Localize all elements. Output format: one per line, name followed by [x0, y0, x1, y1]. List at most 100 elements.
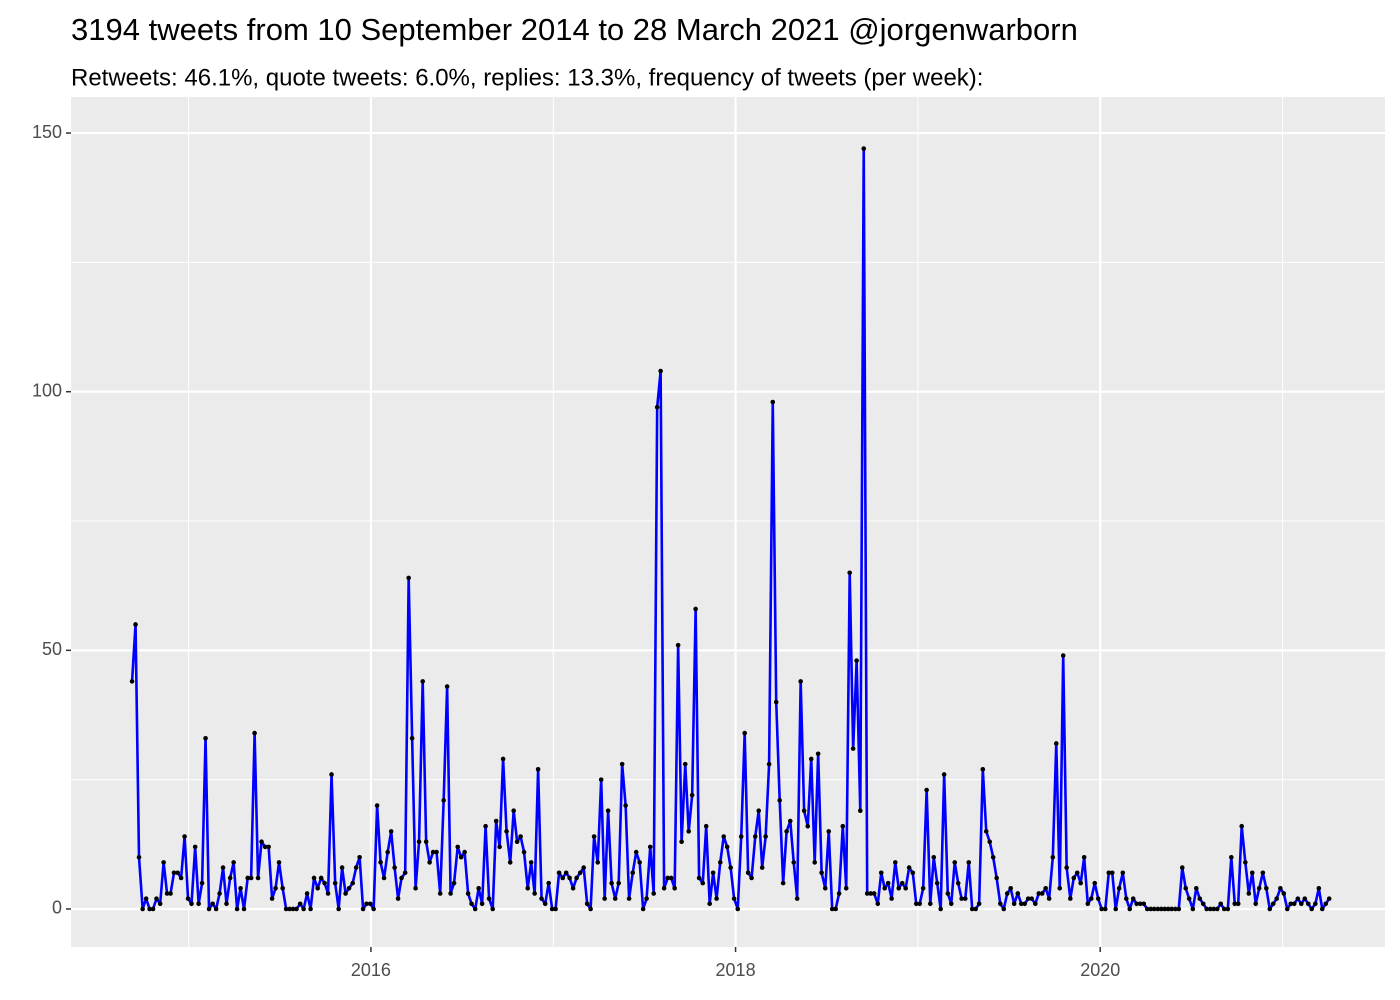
data-point — [542, 901, 548, 907]
data-point — [129, 679, 135, 684]
data-point — [1211, 906, 1217, 912]
data-point — [385, 849, 390, 855]
y-tick-label: 0 — [52, 898, 62, 918]
data-point — [1243, 860, 1248, 865]
data-point — [1081, 854, 1087, 860]
data-point — [1260, 870, 1266, 876]
data-point — [966, 860, 972, 865]
data-point — [892, 860, 898, 865]
data-point — [360, 906, 366, 912]
data-point — [448, 891, 453, 896]
data-point — [336, 906, 341, 912]
data-point — [997, 901, 1003, 907]
data-point — [612, 896, 618, 901]
data-point — [1064, 865, 1069, 870]
data-point — [1148, 906, 1154, 912]
data-point — [630, 870, 636, 876]
data-point — [661, 885, 667, 891]
data-point — [140, 906, 145, 912]
data-point — [157, 901, 163, 907]
data-point — [934, 880, 940, 886]
data-point — [1158, 906, 1164, 912]
data-point — [759, 865, 765, 870]
data-point — [913, 901, 919, 907]
data-point — [1305, 901, 1311, 907]
data-point — [1053, 741, 1059, 746]
data-point — [868, 891, 873, 896]
data-point — [668, 875, 674, 881]
data-point — [605, 808, 611, 813]
data-point — [1004, 891, 1010, 896]
data-point — [1323, 901, 1329, 907]
data-point — [1313, 901, 1318, 907]
data-point — [203, 735, 208, 741]
data-point — [315, 885, 320, 891]
data-point — [784, 829, 789, 834]
data-point — [1319, 906, 1325, 912]
data-point — [1270, 901, 1276, 907]
data-point — [220, 865, 226, 870]
data-point — [1155, 906, 1161, 912]
data-point — [644, 896, 649, 901]
data-point — [290, 906, 296, 912]
data-point — [231, 860, 236, 865]
data-point — [189, 901, 194, 907]
data-point — [241, 906, 247, 912]
data-point — [154, 896, 159, 901]
data-point — [1274, 896, 1280, 901]
data-point — [836, 891, 842, 896]
data-point — [707, 901, 712, 907]
data-point — [927, 901, 933, 907]
data-point — [301, 906, 306, 912]
data-point — [1208, 906, 1213, 912]
data-point — [948, 901, 954, 907]
data-point — [896, 885, 902, 891]
data-point — [504, 829, 509, 834]
data-point — [1113, 906, 1119, 912]
data-point — [532, 891, 537, 896]
data-point — [469, 901, 474, 907]
data-point — [1193, 885, 1199, 891]
data-point — [1057, 885, 1063, 891]
data-point — [1165, 906, 1171, 912]
data-point — [654, 404, 660, 410]
data-point — [206, 906, 212, 912]
data-point — [1068, 896, 1073, 901]
x-tick-label: 2018 — [716, 960, 756, 980]
x-tick-label: 2020 — [1080, 960, 1120, 980]
data-point — [1127, 906, 1133, 912]
data-point — [959, 896, 964, 901]
data-point — [276, 860, 282, 865]
data-point — [1011, 901, 1017, 907]
data-point — [952, 860, 958, 865]
data-point — [1232, 901, 1238, 907]
data-point — [574, 875, 579, 881]
data-point — [714, 896, 719, 901]
data-point — [1186, 896, 1192, 901]
data-point — [854, 658, 859, 663]
data-point — [763, 834, 768, 839]
data-point — [647, 844, 653, 850]
data-point — [357, 854, 362, 860]
data-point — [1200, 901, 1206, 907]
data-point — [675, 642, 681, 648]
data-point — [976, 901, 982, 907]
data-point — [374, 803, 380, 808]
data-point — [945, 891, 951, 896]
y-tick-label: 150 — [32, 122, 62, 142]
data-point — [1225, 906, 1231, 912]
data-point — [1029, 896, 1034, 901]
data-point — [773, 699, 779, 705]
data-point — [322, 880, 327, 886]
data-point — [987, 839, 993, 845]
data-point — [283, 906, 289, 912]
data-point — [353, 865, 359, 870]
data-point — [1001, 906, 1007, 912]
data-point — [304, 891, 310, 896]
data-point — [1183, 885, 1189, 891]
data-point — [1288, 901, 1294, 907]
data-point — [626, 896, 632, 901]
data-point — [1123, 896, 1129, 901]
x-tick-label: 2016 — [351, 960, 391, 980]
